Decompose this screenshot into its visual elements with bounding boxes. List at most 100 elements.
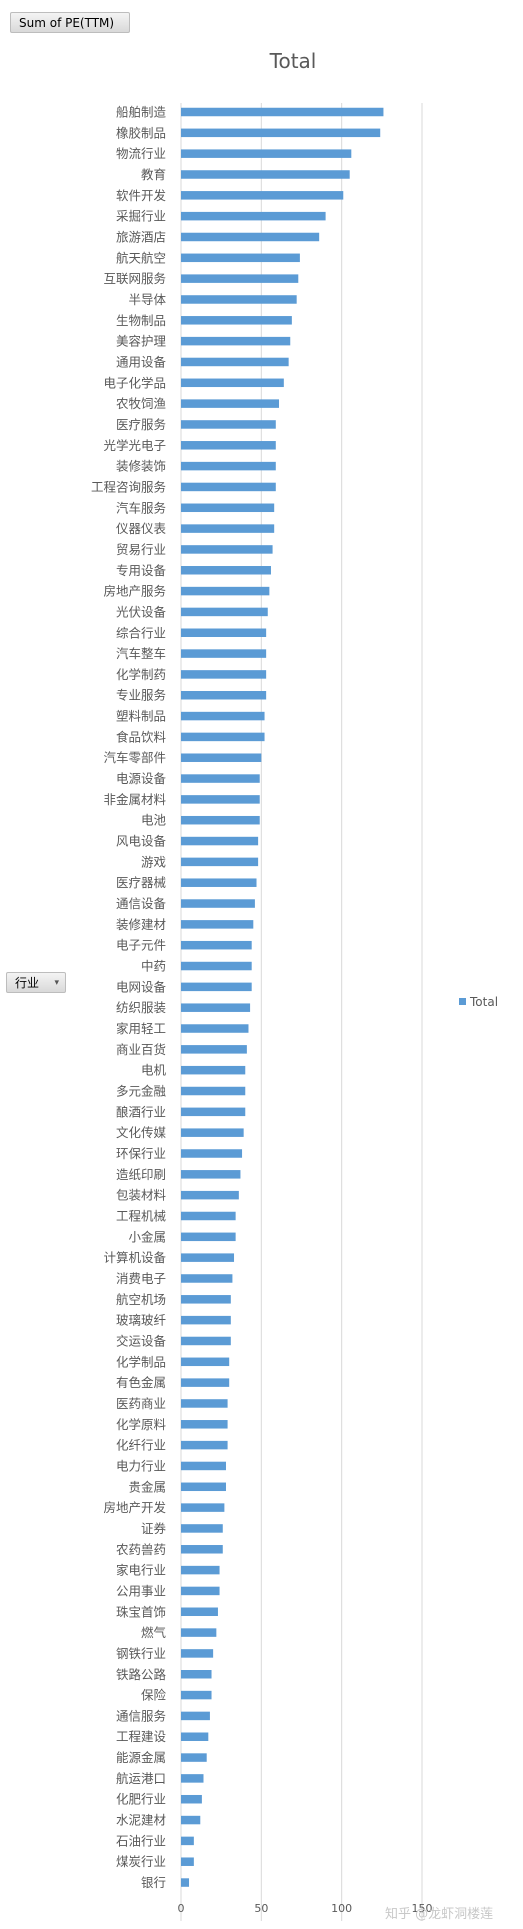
- x-tick-label: 150: [412, 1902, 433, 1915]
- bar: [181, 649, 267, 658]
- category-label: 风电设备: [116, 834, 167, 849]
- bar: [181, 1794, 202, 1804]
- bar: [181, 1170, 241, 1179]
- category-label: 专业服务: [116, 688, 166, 703]
- bar: [181, 566, 271, 575]
- category-label: 电源设备: [116, 771, 167, 786]
- category-label: 农牧饲渔: [116, 396, 166, 411]
- bar: [181, 1836, 194, 1846]
- gridlines: [180, 103, 423, 1921]
- bar: [181, 1753, 207, 1762]
- category-label: 消费电子: [116, 1271, 166, 1286]
- bar: [181, 586, 270, 596]
- category-label: 医药商业: [116, 1396, 166, 1411]
- category-label: 装修建材: [116, 917, 166, 932]
- pivot-value-field-button[interactable]: Sum of PE(TTM): [10, 12, 130, 33]
- bar: [181, 232, 320, 242]
- x-tick-label: 0: [178, 1902, 185, 1915]
- category-label: 食品饮料: [116, 729, 167, 744]
- category-label: 生物制品: [116, 313, 166, 328]
- category-label: 光伏设备: [116, 604, 167, 619]
- bar: [181, 1003, 251, 1012]
- bar: [181, 795, 260, 804]
- category-label: 石油行业: [116, 1833, 166, 1848]
- category-label: 化纤行业: [116, 1438, 166, 1453]
- bar: [181, 690, 267, 700]
- bar: [181, 1711, 210, 1721]
- pivot-row-field-label: 行业: [15, 976, 40, 990]
- category-label: 综合行业: [116, 625, 166, 640]
- bar: [181, 1232, 236, 1242]
- x-axis-ticks: 0 50 100 150: [178, 1902, 433, 1915]
- bar: [181, 1524, 223, 1533]
- category-labels: 船舶制造橡胶制品物流行业教育软件开发采掘行业旅游酒店航天航空互联网服务半导体生物…: [91, 105, 167, 1891]
- category-label: 煤炭行业: [116, 1854, 166, 1869]
- dropdown-arrow-icon[interactable]: ▾: [54, 978, 59, 988]
- bar: [181, 774, 260, 783]
- category-label: 航空机场: [116, 1292, 166, 1307]
- bar: [181, 545, 273, 554]
- bar: [181, 420, 276, 429]
- category-label: 钢铁行业: [116, 1646, 166, 1661]
- bar: [181, 670, 267, 679]
- category-label: 化肥行业: [116, 1792, 166, 1807]
- bar: [181, 1774, 204, 1783]
- bar: [181, 753, 262, 762]
- bar: [181, 940, 252, 950]
- category-label: 中药: [141, 959, 166, 974]
- category-label: 专用设备: [116, 563, 167, 578]
- bar: [181, 899, 255, 908]
- bar: [181, 482, 276, 492]
- category-label: 多元金融: [116, 1084, 167, 1099]
- bar: [181, 503, 275, 513]
- category-label: 电力行业: [116, 1458, 166, 1473]
- category-label: 汽车服务: [116, 500, 166, 515]
- category-label: 医疗服务: [116, 417, 166, 432]
- category-label: 纺织服装: [116, 1000, 166, 1015]
- category-label: 房地产服务: [103, 584, 166, 599]
- bar: [181, 1482, 226, 1492]
- category-label: 贸易行业: [116, 542, 166, 557]
- bar: [181, 1045, 247, 1054]
- legend: Total: [459, 995, 498, 1009]
- bar: [181, 441, 276, 450]
- category-label: 证券: [141, 1521, 167, 1536]
- category-label: 化学制品: [116, 1354, 166, 1369]
- category-label: 电子化学品: [103, 375, 166, 390]
- category-label: 文化传媒: [116, 1125, 167, 1140]
- category-label: 贵金属: [128, 1479, 166, 1494]
- bar: [181, 1295, 231, 1304]
- category-label: 通信设备: [116, 896, 167, 911]
- pivot-row-field-button[interactable]: 行业 ▾: [6, 972, 66, 993]
- category-label: 能源金属: [116, 1750, 166, 1765]
- category-label: 教育: [141, 167, 166, 182]
- bar: [181, 1274, 233, 1283]
- category-label: 塑料制品: [116, 709, 166, 724]
- category-label: 橡胶制品: [116, 125, 166, 140]
- chart-title: Total: [269, 49, 317, 73]
- category-label: 航天航空: [116, 250, 166, 265]
- bar: [181, 1586, 220, 1596]
- category-label: 电网设备: [116, 979, 167, 994]
- bar: [181, 1190, 239, 1200]
- bar: [181, 628, 267, 637]
- category-label: 半导体: [128, 292, 166, 307]
- bar: [181, 961, 252, 971]
- bar: [181, 1211, 236, 1221]
- legend-swatch: [459, 998, 466, 1005]
- category-label: 装修装饰: [116, 459, 166, 474]
- category-label: 有色金属: [116, 1375, 166, 1390]
- bar: [181, 336, 291, 346]
- bar: [181, 211, 326, 221]
- bar: [181, 295, 297, 304]
- category-label: 旅游酒店: [116, 229, 166, 244]
- category-label: 非金属材料: [103, 792, 166, 807]
- bar: [181, 1378, 230, 1387]
- bar: [181, 1315, 231, 1325]
- bar: [181, 461, 276, 471]
- category-label: 水泥建材: [116, 1813, 166, 1828]
- bar: [181, 378, 284, 388]
- category-label: 通用设备: [116, 354, 167, 369]
- bar: [181, 1878, 190, 1887]
